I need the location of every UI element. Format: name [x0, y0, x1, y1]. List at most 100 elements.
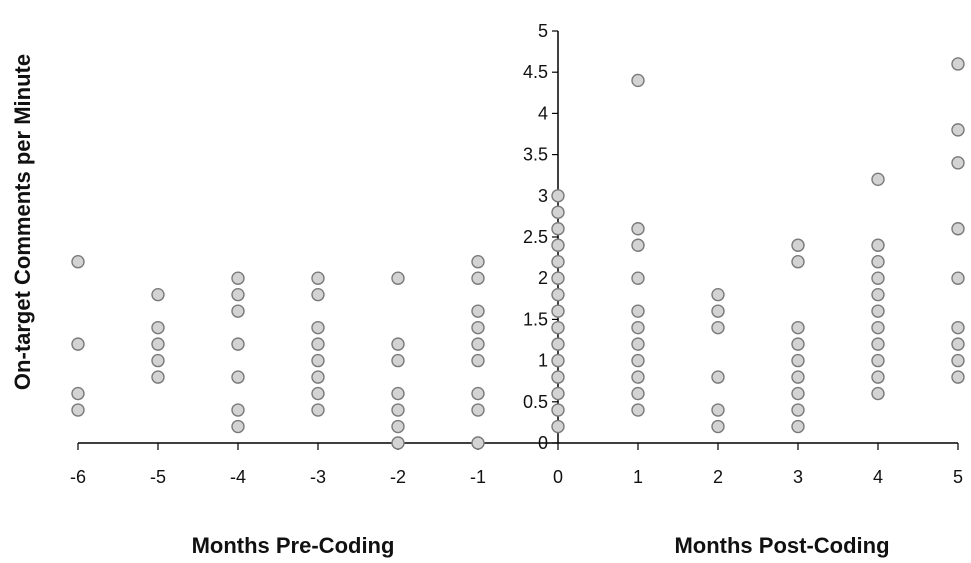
x-tick-label: -4 [230, 467, 246, 487]
data-point [471, 386, 485, 401]
data-point [791, 353, 805, 368]
data-point [631, 403, 645, 417]
x-tick-label: 3 [793, 467, 803, 487]
data-point [551, 370, 565, 384]
data-point [391, 337, 405, 351]
data-point [391, 353, 405, 368]
data-point [151, 370, 165, 384]
data-point [151, 320, 165, 335]
data-point [871, 370, 885, 384]
data-point [711, 320, 725, 335]
y-axis-title: On-target Comments per Minute [10, 54, 35, 390]
data-point [871, 255, 885, 269]
data-point [951, 123, 965, 137]
data-point [791, 386, 805, 401]
data-point [391, 419, 405, 434]
data-point [471, 337, 485, 351]
data-point [711, 403, 725, 417]
y-tick-label: 2 [538, 268, 548, 288]
data-point [551, 386, 565, 401]
data-point [791, 370, 805, 384]
y-tick-label: 1 [538, 351, 548, 371]
data-point [471, 436, 485, 450]
data-point [871, 304, 885, 318]
data-point [631, 271, 645, 285]
x-tick-label: 1 [633, 467, 643, 487]
data-point [311, 271, 325, 285]
data-point [311, 370, 325, 384]
data-point [391, 403, 405, 417]
data-point [951, 337, 965, 351]
x-tick-label: -1 [470, 467, 486, 487]
data-point [871, 287, 885, 302]
data-point [551, 403, 565, 417]
y-tick-label: 2.5 [523, 227, 548, 247]
data-point [951, 222, 965, 236]
data-point [71, 386, 85, 401]
x-tick-label: -3 [310, 467, 326, 487]
y-tick-label: 0.5 [523, 392, 548, 412]
data-point [631, 222, 645, 236]
data-point [551, 271, 565, 285]
data-point [471, 320, 485, 335]
data-point [871, 353, 885, 368]
data-point [231, 403, 245, 417]
data-point [231, 271, 245, 285]
data-point [471, 403, 485, 417]
data-point [871, 172, 885, 187]
data-point [391, 271, 405, 285]
data-point [231, 337, 245, 351]
data-point [231, 304, 245, 318]
data-point [951, 320, 965, 335]
data-point [631, 353, 645, 368]
data-point [551, 287, 565, 302]
data-point [231, 419, 245, 434]
tick-labels: -6 -5 -4 -3 -2 -1 0 1 2 3 4 5 0 0.5 1 1.5 2 2.5 3 3.5 4 4.5 5 [70, 21, 963, 487]
data-point [231, 287, 245, 302]
data-point [871, 271, 885, 285]
data-point [631, 370, 645, 384]
data-point [711, 287, 725, 302]
x-tick-label: 2 [713, 467, 723, 487]
x-axis-title-pre: Months Pre-Coding [192, 533, 395, 558]
data-point [551, 189, 565, 203]
data-point [471, 255, 485, 269]
data-point [951, 353, 965, 368]
y-tick-label: 3.5 [523, 145, 548, 165]
data-point [391, 436, 405, 450]
data-point [951, 57, 965, 71]
x-tick-label: 4 [873, 467, 883, 487]
x-tick-label: -2 [390, 467, 406, 487]
data-point [391, 386, 405, 401]
data-point [791, 238, 805, 252]
data-point [871, 238, 885, 252]
data-point [231, 370, 245, 384]
data-point [711, 419, 725, 434]
data-point [71, 255, 85, 269]
data-point [551, 337, 565, 351]
data-point [951, 370, 965, 384]
data-point [551, 304, 565, 318]
data-point [471, 304, 485, 318]
data-point [631, 320, 645, 335]
data-point [151, 287, 165, 302]
data-point [871, 386, 885, 401]
data-point [551, 353, 565, 368]
data-point [311, 320, 325, 335]
data-point [471, 271, 485, 285]
x-tick-label: -5 [150, 467, 166, 487]
data-point [871, 320, 885, 335]
data-point [631, 238, 645, 252]
data-point [631, 337, 645, 351]
data-point [791, 403, 805, 417]
data-point [551, 320, 565, 335]
data-point [551, 419, 565, 434]
data-point [311, 287, 325, 302]
data-point [631, 73, 645, 88]
data-point [951, 156, 965, 170]
data-point [631, 304, 645, 318]
data-point [631, 386, 645, 401]
data-point [711, 370, 725, 384]
axes [77, 30, 959, 450]
data-point [871, 337, 885, 351]
